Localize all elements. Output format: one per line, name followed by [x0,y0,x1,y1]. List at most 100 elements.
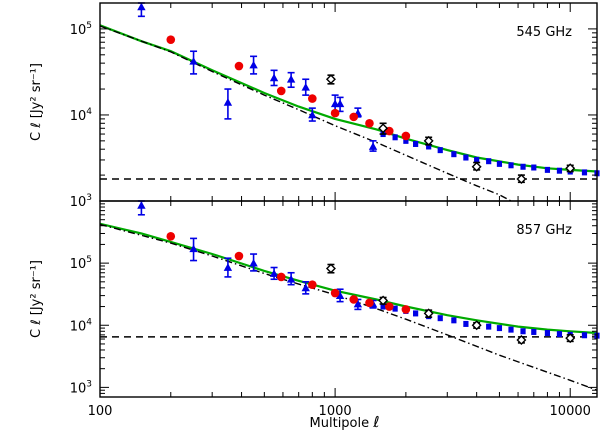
panel-545-black-diamond-2-marker [423,135,434,146]
panel-857-red-circle-7-marker [384,302,394,311]
panel-857-black-diamond-3-marker [471,320,482,331]
ytick-exponent: 3 [86,193,92,203]
panel-545-ytick-label: 104 [70,107,93,124]
panel-857-curve-black-dashdot [100,223,597,391]
panel-857-black-diamond-0-marker [325,263,336,274]
ytick-mantissa: 10 [70,109,87,124]
panel-545-red-circle-1-marker [234,61,244,71]
panel-545-blue-triangle-9-marker [335,99,345,108]
panel-545-ytick-label: 105 [70,21,92,38]
panel-857-red-circle-1-marker [234,251,244,261]
ytick-mantissa: 10 [70,381,87,396]
panel-857-blue-triangle-8-marker [353,299,363,308]
panel-545-red-circle-6-marker [365,118,374,128]
panel-545-blue-square-9-marker [486,158,492,165]
panel-545-blue-square-7-marker [463,154,469,161]
panel-545-black-diamond-4-marker [516,174,527,185]
panel-545-blue-triangle-6-marker [301,83,310,91]
xtick-label: 1000 [319,404,352,419]
panel-545-blue-square-5-marker [437,147,443,154]
panel-857-ylabel: C ℓ [Jy² sr⁻¹] [29,260,44,338]
ytick-mantissa: 10 [70,195,87,210]
panel-857-blue-triangle-5-marker [286,275,296,283]
ytick-mantissa: 10 [70,23,87,38]
panel-857-blue-square-14-marker [544,330,551,337]
panel-545-blue-square-3-marker [413,140,419,147]
x-axis-title-text: Multipole [310,416,374,431]
panel-857-blue-triangle-6-marker [301,283,310,292]
panel-857-blue-square-15-marker [556,331,563,338]
panel-857-black-diamond-1-marker [378,295,389,306]
ytick-exponent: 3 [86,379,92,389]
panel-545-blue-triangle-3-marker [249,60,258,69]
x-axis-title: Multipole ℓ [310,413,380,431]
panel-545-blue-triangle-2-marker [223,98,233,106]
panel-857-red-circle-5-marker [349,295,359,304]
panel-857-blue-square-7-marker [463,320,469,327]
panel-857-blue-triangle-2-marker [223,263,233,271]
panel-857-label: 857 GHz [516,223,572,238]
panel-857-red-circle-0-marker [166,232,176,241]
panel-545-blue-triangle-0-marker [137,2,146,11]
panel-857-curve-green-solid [100,222,597,335]
panel-545-blue-triangle-7-marker [308,110,317,119]
panel-857-blue-triangle-0-marker [137,201,146,209]
panel-545-blue-square-6-marker [451,151,457,158]
ytick-exponent: 4 [86,107,92,117]
ytick-exponent: 5 [86,255,92,265]
panel-857-blue-triangle-3-marker [249,258,258,267]
panel-857-red-circle-6-marker [365,298,374,308]
panel-545-black-diamond-3-marker [471,161,482,172]
panel-857-blue-square-5-marker [437,315,443,322]
panel-545-black-diamond-5-marker [565,163,576,174]
panel-545-black-diamond-1-marker [378,123,389,134]
ytick-exponent: 4 [86,317,92,327]
panel-857-ytick-label: 105 [70,255,92,272]
xtick-label: 10000 [550,404,591,419]
panel-857-blue-square-6-marker [451,317,457,324]
panel-857-black-diamond-2-marker [423,308,434,319]
panel-857-blue-square-10-marker [496,325,503,332]
panel-857-frame [99,200,598,398]
panel-545-curve-black-dashdot [100,25,512,201]
panel-545-red-circle-8-marker [401,131,411,141]
panel-857-red-circle-8-marker [401,305,411,314]
panel-545-blue-square-2-marker [403,137,409,144]
panel-857-black-diamond-4-marker [516,334,527,345]
panel-545-ytick-label: 103 [70,193,92,210]
panel-857-red-circle-3-marker [308,280,317,289]
panel-545-blue-square-13-marker [531,164,537,171]
ytick-exponent: 5 [86,21,92,31]
panel-545-blue-triangle-1-marker [189,57,198,65]
panel-857-blue-triangle-4-marker [269,269,279,277]
ytick-mantissa: 10 [70,319,87,334]
panel-857-blue-square-9-marker [486,323,492,330]
panel-545-red-circle-5-marker [349,112,359,122]
panel-545-red-circle-2-marker [276,86,286,96]
panel-545-blue-square-10-marker [496,160,503,167]
panel-545-curve-green-solid [100,24,597,173]
panel-545-blue-square-15-marker [556,167,563,174]
panel-545-red-circle-0-marker [166,35,176,44]
panel-545-blue-triangle-4-marker [269,73,279,82]
panel-545-blue-square-1-marker [392,134,398,141]
panel-857-blue-triangle-1-marker [189,244,198,253]
panel-857-blue-square-13-marker [531,328,537,335]
xtick-label: 100 [88,404,113,419]
panel-545-blue-square-11-marker [508,162,514,169]
panel-857-blue-square-0-marker [380,303,386,310]
panel-857-blue-triangle-7-marker [335,291,345,299]
panel-545-blue-triangle-5-marker [286,75,296,83]
ytick-mantissa: 10 [70,257,87,272]
panel-857-red-circle-2-marker [276,272,286,282]
panel-545-blue-square-8-marker [474,156,480,163]
panel-857-black-diamond-5-marker [565,333,576,344]
panel-545-red-circle-3-marker [308,94,317,103]
panel-857-red-circle-4-marker [330,288,340,298]
panel-857-ytick-label: 104 [70,317,93,334]
panel-545-label: 545 GHz [516,25,572,40]
panel-545-blue-square-4-marker [426,143,432,150]
panel-545-blue-square-17-marker [581,169,588,176]
panel-545-blue-square-14-marker [544,166,551,173]
